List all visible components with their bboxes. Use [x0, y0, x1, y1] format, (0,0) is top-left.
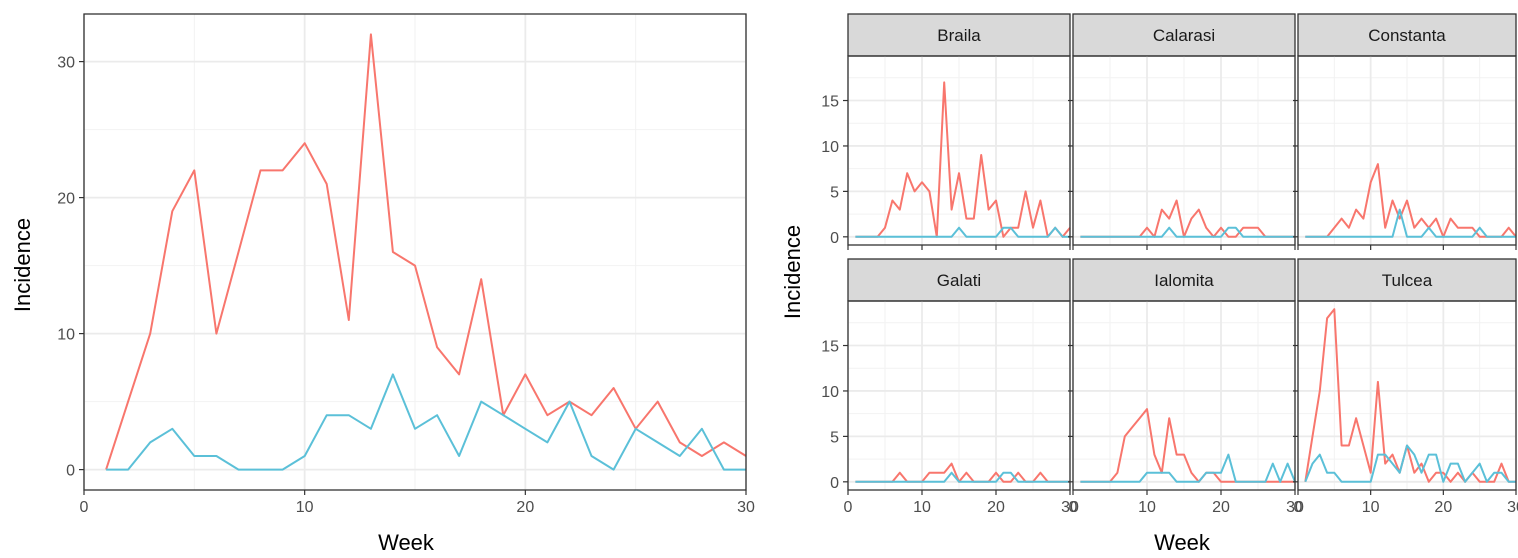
overall-tick-label-x: 20 — [516, 499, 534, 516]
right-x-axis-title: Week — [1154, 530, 1211, 555]
facet-strip-label: Constanta — [1368, 26, 1446, 45]
facet-ialomita-tick-label-x: 30 — [1286, 499, 1304, 516]
facet-calarasi: Calarasi — [1068, 13, 1296, 250]
facet-galati-tick-label-y: 5 — [830, 429, 839, 446]
left-x-axis-title: Week — [378, 530, 435, 555]
facet-galati-tick-label-x: 10 — [913, 499, 931, 516]
facet-tulcea: Tulcea 0 10 20 30 — [1293, 258, 1518, 516]
facet-strip-label: Braila — [937, 26, 981, 45]
right-y-axis-title: Incidence — [780, 225, 805, 319]
overall-tick-label-x: 30 — [737, 499, 755, 516]
left-y-axis-title: Incidence — [10, 218, 35, 312]
facet-galati-tick-label-y: 15 — [821, 339, 839, 356]
facet-braila-series-line-1 — [855, 81, 1071, 238]
facet-ialomita-series-line-2 — [1080, 453, 1296, 483]
overall-tick-label-x: 0 — [80, 499, 89, 516]
facet-braila-tick-label-y: 5 — [830, 184, 839, 201]
facet-braila: Braila 0 5 10 15 — [821, 13, 1071, 250]
facet-constanta: Constanta — [1293, 13, 1517, 250]
overall-tick-label-y: 10 — [57, 327, 75, 344]
facet-galati-series-line-1 — [855, 462, 1070, 483]
facet-tulcea-series-line-2 — [1304, 444, 1516, 483]
facet-strip — [1072, 13, 1296, 57]
facet-braila-tick-label-y: 15 — [821, 94, 839, 111]
facet-constanta-border — [1297, 55, 1517, 246]
overall-tick-label-y: 30 — [57, 55, 75, 72]
facet-tulcea-series-line-1 — [1304, 308, 1516, 483]
facet-tulcea-tick-label-x: 30 — [1507, 499, 1518, 516]
facet-galati-series-line-2 — [855, 471, 1070, 483]
facet-constanta-series-line-1 — [1305, 163, 1517, 238]
overall-tick-label-y: 20 — [57, 191, 75, 208]
facet-ialomita-border — [1072, 300, 1296, 491]
facet-calarasi-series-line-1 — [1080, 199, 1295, 238]
facet-ialomita-tick-label-x: 10 — [1138, 499, 1156, 516]
overall-panel: 0 10 20 30 0 10 20 30 — [57, 13, 755, 516]
facet-panels: Braila 0 5 10 15 Calarasi Constanta Galati 0 10 20… — [821, 13, 1518, 516]
facet-ialomita-tick-label-x: 0 — [1069, 499, 1078, 516]
facet-tulcea-tick-label-x: 10 — [1362, 499, 1380, 516]
facet-strip — [1297, 258, 1517, 302]
facet-strip-label: Ialomita — [1154, 271, 1214, 290]
overall-tick-label-x: 10 — [296, 499, 314, 516]
facet-strip-label: Calarasi — [1153, 26, 1215, 45]
facet-tulcea-tick-label-x: 0 — [1294, 499, 1303, 516]
facet-galati-tick-label-x: 0 — [844, 499, 853, 516]
facet-strip-label: Galati — [937, 271, 981, 290]
facet-strip — [847, 258, 1071, 302]
facet-constanta-series-line-2 — [1305, 208, 1516, 238]
facet-ialomita-tick-label-x: 20 — [1212, 499, 1230, 516]
overall-tick-label-y: 0 — [66, 463, 75, 480]
facet-galati-tick-label-x: 20 — [987, 499, 1005, 516]
facet-calarasi-series-line-2 — [1080, 226, 1295, 238]
overall-border — [83, 13, 747, 491]
facet-galati-tick-label-y: 10 — [821, 384, 839, 401]
facet-tulcea-tick-label-x: 20 — [1434, 499, 1452, 516]
facet-tulcea-border — [1297, 300, 1517, 491]
facet-ialomita-series-line-1 — [1080, 408, 1295, 483]
facet-braila-tick-label-y: 10 — [821, 139, 839, 156]
overall-series-line-1 — [105, 33, 747, 470]
facet-strip-label: Tulcea — [1382, 271, 1433, 290]
facet-braila-border — [847, 55, 1071, 246]
facet-galati-border — [847, 300, 1071, 491]
facet-strip — [1297, 13, 1517, 57]
facet-braila-tick-label-y: 0 — [830, 230, 839, 247]
facet-strip — [847, 13, 1071, 57]
facet-calarasi-border — [1072, 55, 1296, 246]
overall-series-line-2 — [106, 373, 746, 471]
facet-galati-tick-label-y: 0 — [830, 475, 839, 492]
facet-ialomita: Ialomita 0 10 20 30 — [1068, 258, 1304, 516]
facet-galati-tick-label-x: 30 — [1061, 499, 1079, 516]
facet-braila-series-line-2 — [855, 226, 1070, 238]
